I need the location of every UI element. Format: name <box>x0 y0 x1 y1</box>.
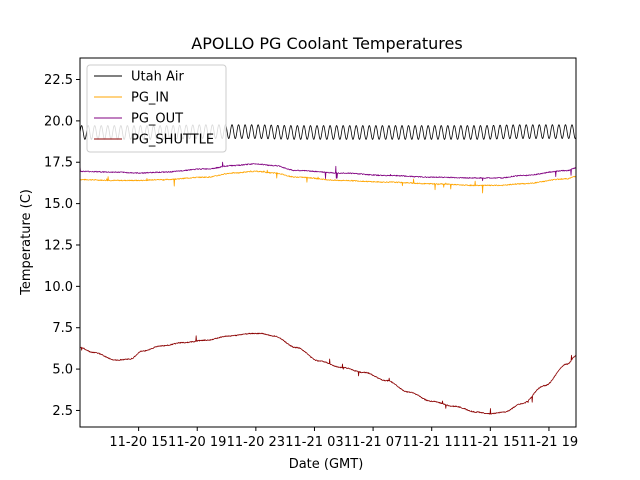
chart-title: APOLLO PG Coolant Temperatures <box>191 34 462 53</box>
legend-label: PG_IN <box>131 91 169 106</box>
x-tick-label: 11-20 19 <box>168 435 226 450</box>
x-axis: 11-20 15 11-20 19 11-20 23 11-21 03 11-21 07… <box>109 427 578 450</box>
y-tick-label: 12.5 <box>44 238 73 253</box>
plot-frame <box>79 57 577 428</box>
x-tick-label: 11-21 03 <box>285 435 343 450</box>
x-tick-label: 11-21 19 <box>520 435 578 450</box>
y-tick-label: 17.5 <box>44 156 73 171</box>
x-tick-label: 11-20 15 <box>109 435 167 450</box>
series-line-pg-in <box>79 169 577 194</box>
y-tick-label: 22.5 <box>44 73 73 88</box>
x-tick-label: 11-21 07 <box>344 435 402 450</box>
legend-label: Utah Air <box>131 70 184 85</box>
x-tick-label: 11-20 23 <box>227 435 285 450</box>
y-tick-label: 5.0 <box>52 363 73 378</box>
y-axis: 2.5 5.0 7.5 10.0 12.5 15.0 17.5 20.0 22.5 <box>44 73 80 419</box>
legend-label: PG_SHUTTLE <box>131 133 214 148</box>
legend-label: PG_OUT <box>131 112 183 127</box>
legend: Utah Air PG_IN PG_OUT PG_SHUTTLE <box>86 64 227 153</box>
y-tick-label: 20.0 <box>44 114 73 129</box>
y-tick-label: 15.0 <box>44 197 73 212</box>
x-tick-label: 11-21 11 <box>402 435 460 450</box>
x-axis-label: Date (GMT) <box>289 457 364 472</box>
y-axis-label: Temperature (C) <box>19 189 34 296</box>
x-tick-label: 11-21 15 <box>461 435 519 450</box>
series-line-pg-shuttle <box>79 332 577 415</box>
y-tick-label: 2.5 <box>52 404 73 419</box>
legend-box <box>86 64 227 153</box>
y-tick-label: 7.5 <box>52 321 73 336</box>
y-tick-label: 10.0 <box>44 280 73 295</box>
series-line-pg-out <box>79 161 577 182</box>
